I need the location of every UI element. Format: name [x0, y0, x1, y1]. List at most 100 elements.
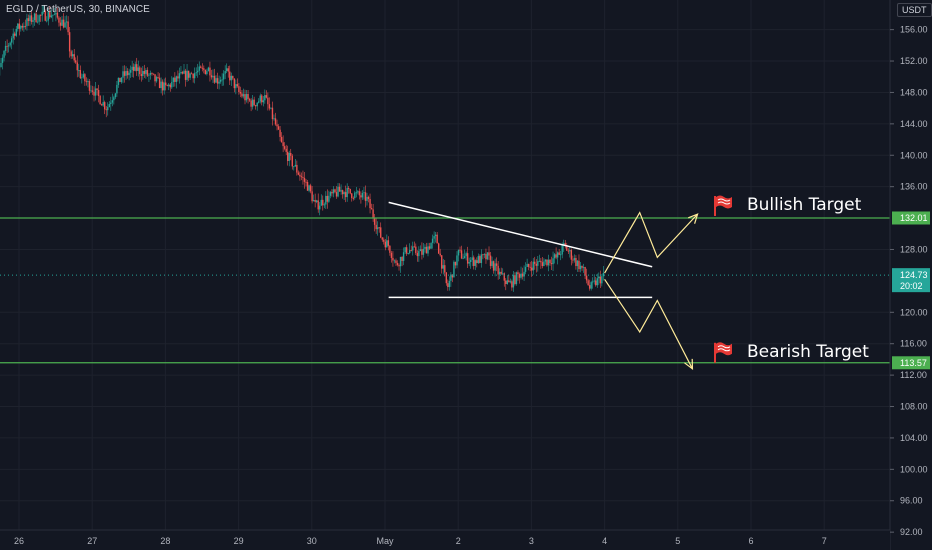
candle-body — [291, 155, 293, 167]
candle-body — [450, 274, 452, 281]
candle-body — [495, 263, 498, 266]
candle-body — [465, 253, 467, 257]
candle-body — [259, 95, 261, 102]
candle-body — [509, 281, 512, 283]
candle-body — [90, 90, 92, 92]
candle-body — [10, 38, 13, 43]
time-tick-label: 29 — [234, 536, 244, 546]
candle-body — [197, 70, 199, 73]
candle-body — [151, 73, 153, 74]
currency-unit-button[interactable]: USDT — [897, 3, 932, 17]
candle-body — [437, 243, 440, 254]
price-tick-label: 96.00 — [900, 496, 923, 506]
candle-body — [189, 73, 191, 78]
candle-body — [245, 94, 248, 101]
candle-body — [582, 267, 585, 268]
candle-body — [421, 249, 423, 255]
candle-body — [305, 181, 307, 183]
candle-body — [337, 186, 339, 197]
flag-icon-stripes — [717, 198, 731, 205]
candle-body — [293, 166, 295, 168]
candle-body — [0, 62, 2, 68]
candle-body — [378, 227, 380, 229]
candle-body — [572, 259, 574, 261]
candle-body — [595, 280, 597, 286]
time-tick-label: May — [376, 536, 394, 546]
candle-body — [340, 190, 342, 192]
candle-body — [445, 272, 448, 284]
candle-body — [515, 272, 518, 285]
candle-body — [212, 75, 214, 78]
candle-body — [142, 71, 144, 77]
candle-body — [540, 260, 542, 263]
candle-body — [520, 273, 522, 278]
candle-body — [165, 82, 167, 86]
candle-body — [514, 275, 516, 285]
candle-body — [183, 70, 185, 74]
candle-body — [294, 164, 297, 167]
candle-body — [314, 200, 316, 202]
candle-body — [227, 68, 229, 72]
candle-body — [104, 102, 106, 110]
time-tick-label: 6 — [748, 536, 753, 546]
candle-body — [412, 246, 414, 251]
candle-body — [535, 263, 537, 266]
candle-body — [221, 79, 223, 81]
candle-body — [81, 77, 83, 79]
candle-body — [601, 276, 603, 284]
candle-body — [163, 82, 165, 91]
flag-icon — [714, 195, 716, 216]
last-price-label: 124.73 — [900, 270, 928, 280]
candle-body — [471, 257, 473, 260]
candle-body — [588, 285, 591, 289]
candle-body — [27, 18, 30, 22]
price-tick-label: 120.00 — [900, 307, 928, 317]
time-tick-label: 26 — [14, 536, 24, 546]
candle-body — [549, 259, 551, 264]
candle-body — [46, 20, 48, 22]
candle-body — [463, 256, 466, 259]
last-price-badge — [892, 268, 930, 293]
candle-body — [407, 253, 409, 254]
candle-body — [108, 104, 110, 108]
candle-body — [226, 68, 228, 72]
candle-body — [366, 196, 368, 201]
candle-body — [329, 192, 332, 196]
candle-body — [33, 13, 36, 21]
candle-body — [70, 51, 72, 57]
candle-body — [253, 99, 255, 106]
price-tick-label: 148.00 — [900, 87, 928, 97]
candle-body — [125, 70, 127, 76]
candle-body — [181, 72, 184, 74]
candle-body — [405, 247, 408, 254]
candle-body — [575, 258, 577, 267]
candle-body — [105, 109, 107, 111]
candle-body — [117, 77, 120, 85]
candle-body — [434, 234, 437, 237]
candle-body — [297, 172, 300, 175]
candle-body — [157, 77, 159, 78]
candle-body — [241, 93, 243, 97]
candle-body — [21, 25, 24, 28]
candle-body — [62, 19, 65, 28]
candle-body — [500, 271, 502, 274]
candle-body — [386, 240, 388, 248]
candle-body — [552, 258, 554, 265]
candle-body — [268, 104, 271, 109]
candle-body — [457, 249, 460, 256]
candle-body — [132, 66, 135, 71]
candle-body — [364, 192, 367, 201]
candle-body — [4, 45, 7, 51]
candle-body — [381, 237, 383, 240]
candle-body — [332, 189, 335, 194]
candle-body — [566, 245, 568, 251]
candle-body — [204, 69, 207, 75]
candle-body — [361, 193, 364, 198]
candle-body — [230, 75, 232, 81]
candle-body — [29, 15, 31, 22]
candle-body — [50, 15, 53, 18]
candle-body — [518, 274, 521, 278]
candle-body — [169, 84, 171, 88]
candle-body — [258, 101, 260, 103]
